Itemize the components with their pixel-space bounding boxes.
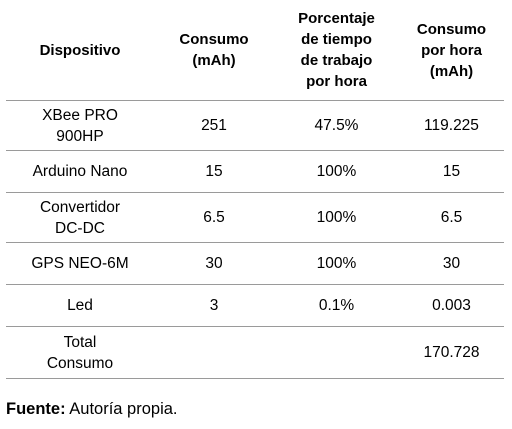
cell-device: Convertidor DC-DC <box>6 192 154 243</box>
cell-total-consumo: 170.728 <box>399 326 504 379</box>
caption-label: Fuente: <box>6 400 66 418</box>
cell-porcentaje: 100% <box>274 150 399 193</box>
header-porcentaje: Porcentaje de tiempo de trabajo por hora <box>274 0 399 101</box>
cell-device: Led <box>6 284 154 327</box>
cell-porcentaje: 100% <box>274 192 399 243</box>
cell-device: GPS NEO-6M <box>6 242 154 285</box>
table-header-row: Dispositivo Consumo (mAh) Porcentaje de … <box>6 0 504 101</box>
cell-consumo: 3 <box>154 284 274 327</box>
cell-consumo-por-hora: 15 <box>399 150 504 193</box>
cell-porcentaje: 100% <box>274 242 399 285</box>
table-row: XBee PRO 900HP 251 47.5% 119.225 <box>6 100 504 151</box>
header-consumo: Consumo (mAh) <box>154 0 274 101</box>
table-row: Arduino Nano 15 100% 15 <box>6 150 504 193</box>
power-consumption-table: Dispositivo Consumo (mAh) Porcentaje de … <box>6 0 504 379</box>
cell-consumo: 30 <box>154 242 274 285</box>
table-row: Convertidor DC-DC 6.5 100% 6.5 <box>6 192 504 243</box>
caption-text: Autoría propia. <box>65 400 178 418</box>
cell-device: Total Consumo <box>6 326 154 379</box>
table-total-row: Total Consumo 170.728 <box>6 326 504 379</box>
power-consumption-table-container: Dispositivo Consumo (mAh) Porcentaje de … <box>6 0 504 379</box>
cell-device: XBee PRO 900HP <box>6 100 154 151</box>
header-dispositivo: Dispositivo <box>6 0 154 101</box>
cell-device: Arduino Nano <box>6 150 154 193</box>
cell-consumo: 6.5 <box>154 192 274 243</box>
cell-consumo-por-hora: 30 <box>399 242 504 285</box>
cell-porcentaje: 0.1% <box>274 284 399 327</box>
cell-consumo: 15 <box>154 150 274 193</box>
cell-consumo-por-hora: 6.5 <box>399 192 504 243</box>
header-consumo-por-hora: Consumo por hora (mAh) <box>399 0 504 101</box>
source-caption: Fuente: Autoría propia. <box>6 398 178 420</box>
cell-consumo <box>154 326 274 379</box>
cell-porcentaje <box>274 326 399 379</box>
cell-porcentaje: 47.5% <box>274 100 399 151</box>
cell-consumo: 251 <box>154 100 274 151</box>
cell-consumo-por-hora: 0.003 <box>399 284 504 327</box>
table-row: Led 3 0.1% 0.003 <box>6 284 504 327</box>
table-row: GPS NEO-6M 30 100% 30 <box>6 242 504 285</box>
cell-consumo-por-hora: 119.225 <box>399 100 504 151</box>
